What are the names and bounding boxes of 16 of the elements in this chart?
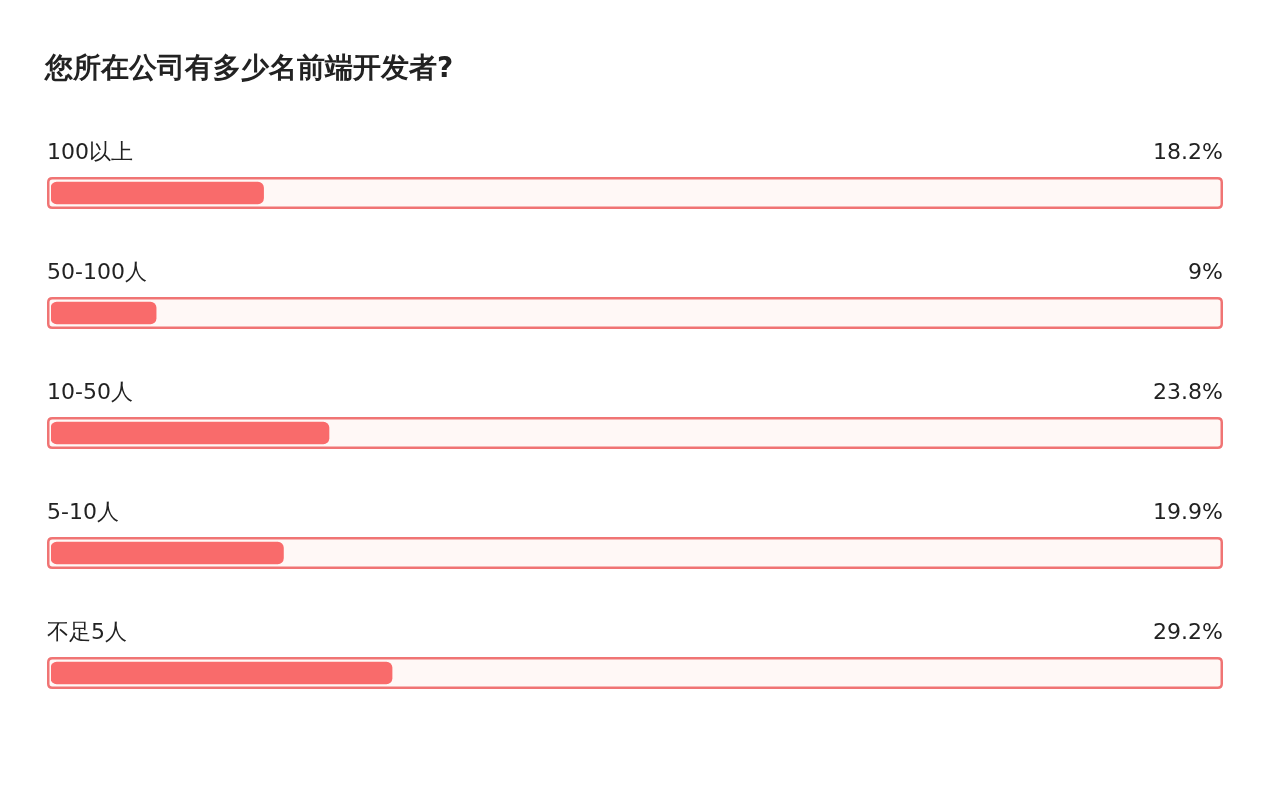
bar — [51, 661, 393, 685]
data-label: 9% — [1188, 258, 1223, 284]
bar — [51, 541, 284, 565]
bar — [51, 301, 157, 325]
chart-title: 您所在公司有多少名前端开发者? — [44, 51, 454, 85]
y-tick-label: 5-10人 — [47, 498, 119, 524]
data-label: 19.9% — [1153, 498, 1223, 524]
y-tick-label: 100以上 — [47, 138, 133, 164]
bar — [51, 181, 264, 205]
y-tick-label: 50-100人 — [47, 258, 147, 284]
data-label: 29.2% — [1153, 618, 1223, 644]
y-tick-label: 10-50人 — [47, 378, 133, 404]
data-label: 18.2% — [1153, 138, 1223, 164]
bar — [51, 421, 330, 445]
data-label: 23.8% — [1153, 378, 1223, 404]
y-tick-label: 不足5人 — [47, 618, 127, 644]
